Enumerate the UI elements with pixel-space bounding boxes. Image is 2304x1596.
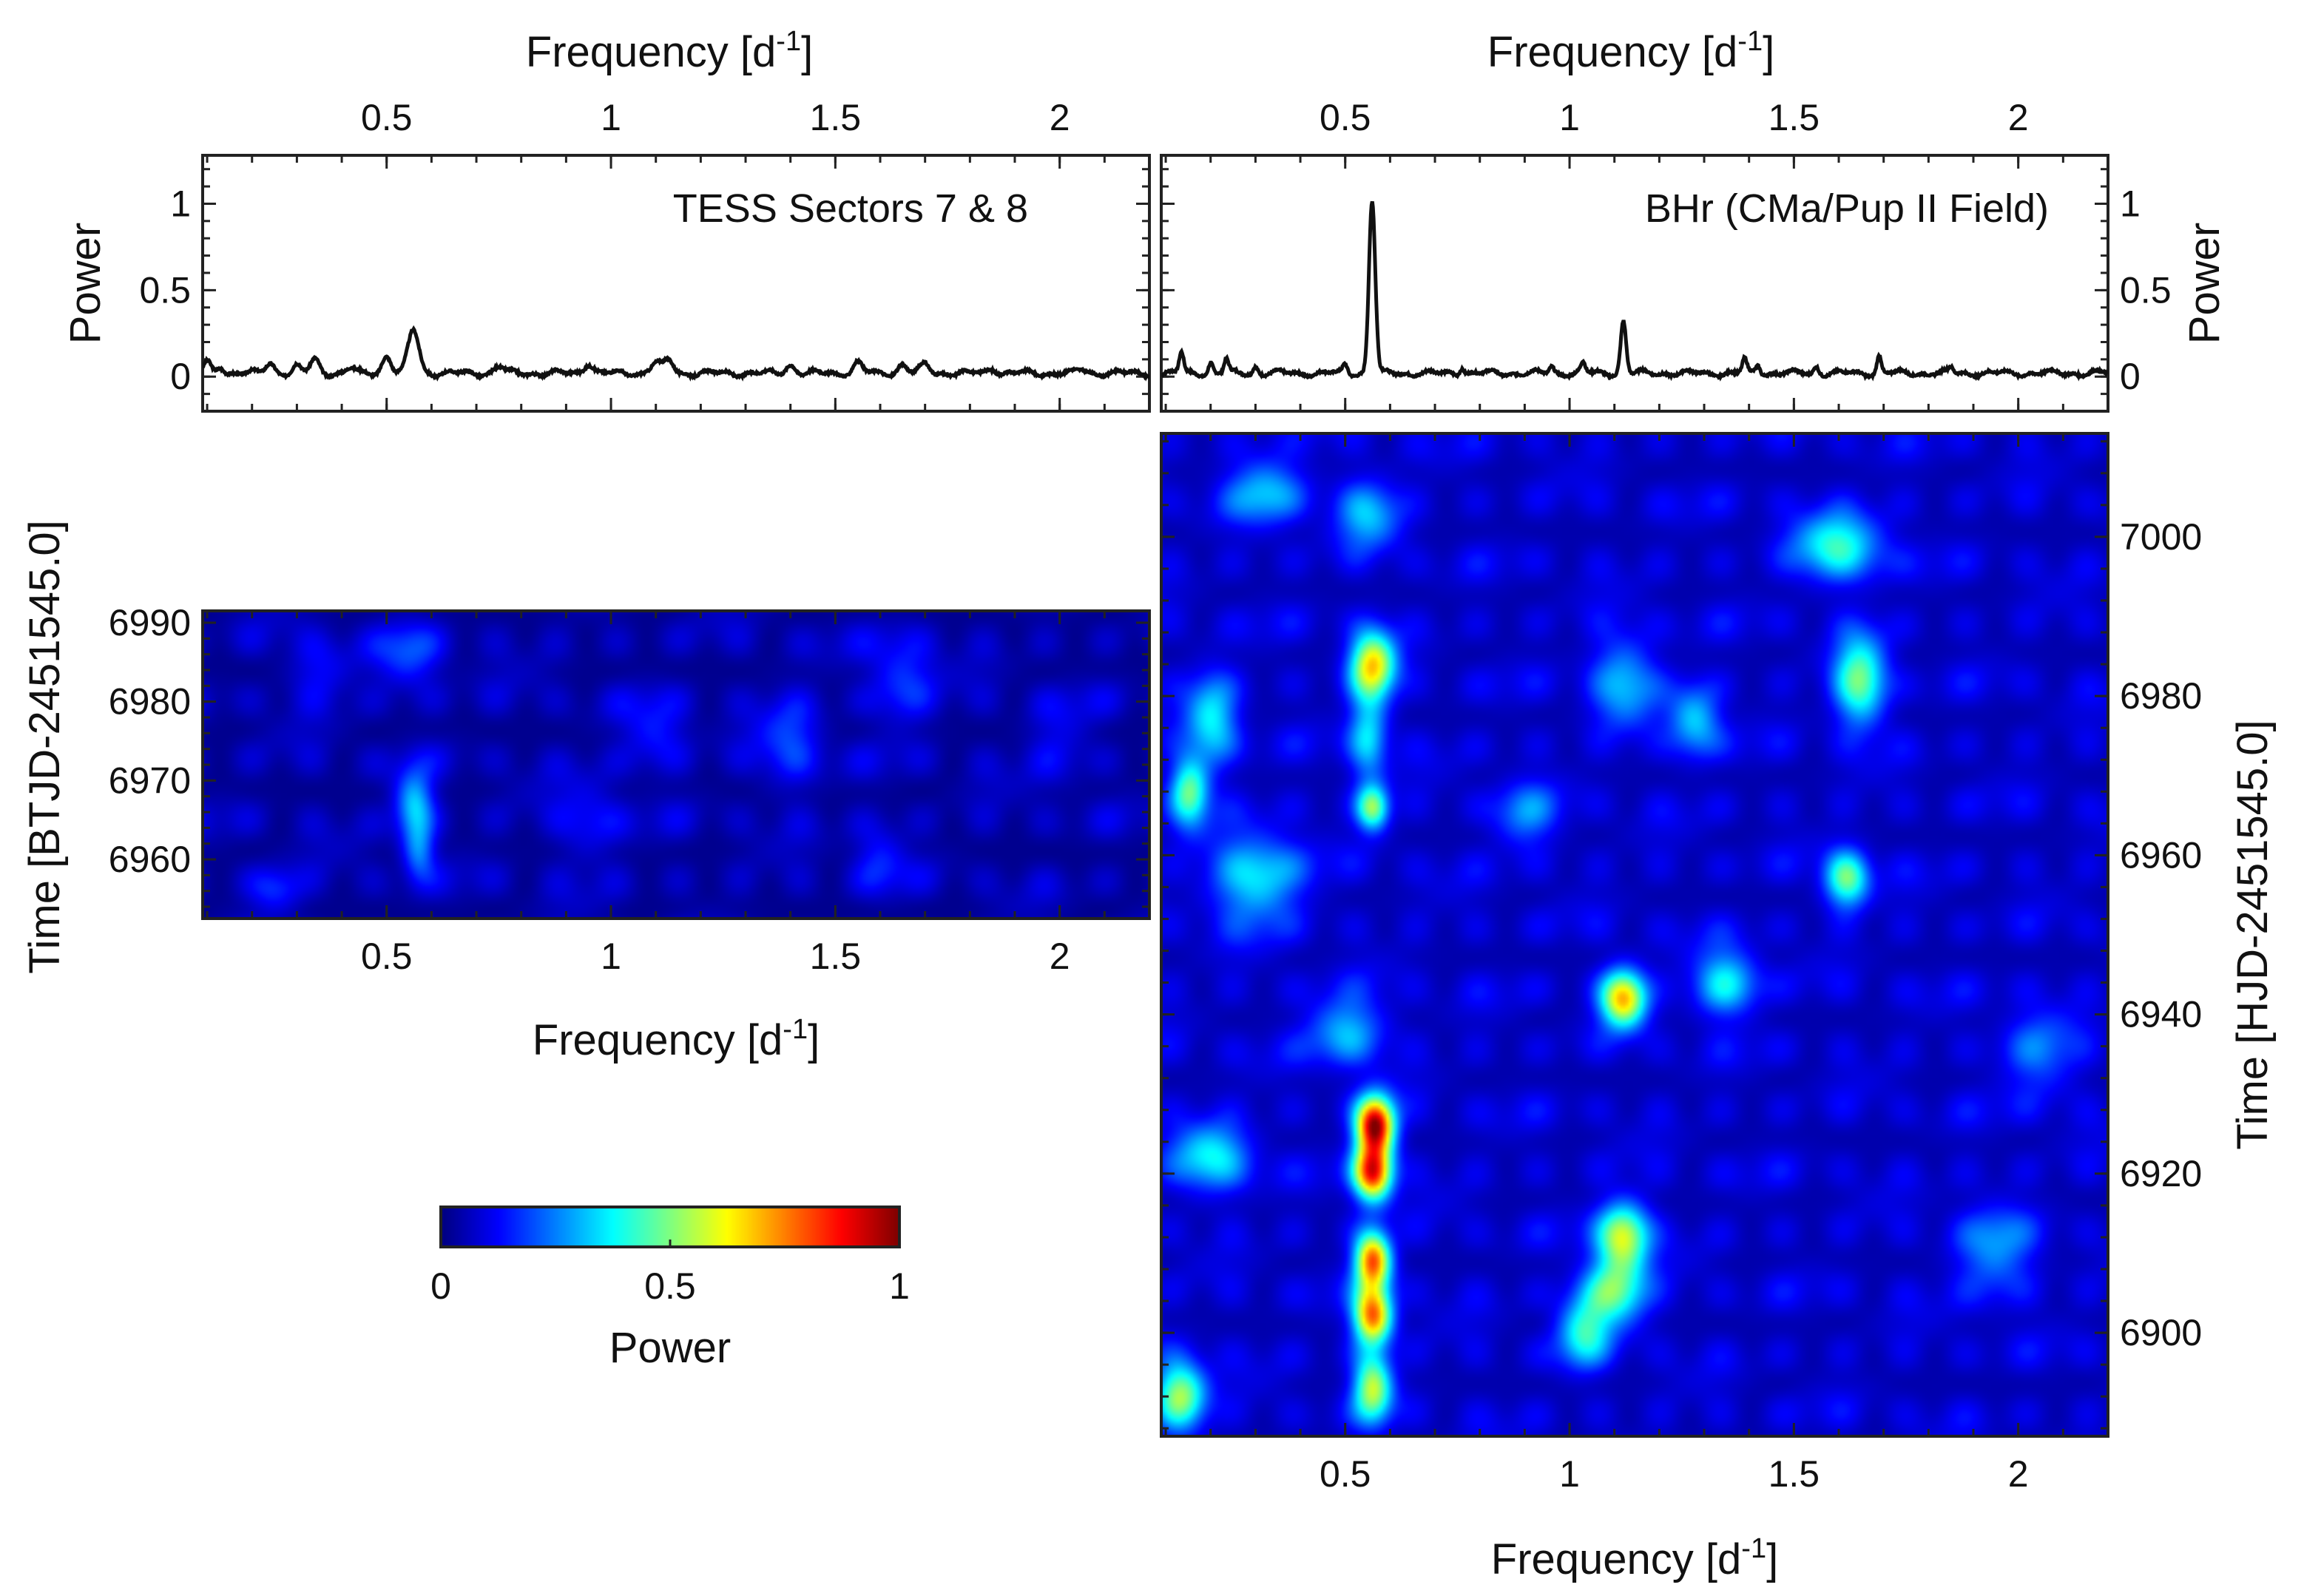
- y-tick-label: 6980: [109, 681, 191, 723]
- y-tick-label: 6920: [2120, 1153, 2202, 1194]
- y-tick-label: 1: [2120, 183, 2141, 224]
- y-tick-label: 0.5: [139, 269, 191, 311]
- tess-heatmap-ylabel: Time [BTJD-2451545.0]: [21, 520, 69, 974]
- tess-periodogram-line: [203, 325, 1149, 382]
- x-tick-label: 2: [1050, 97, 1070, 138]
- x-tick-label: 1.5: [810, 936, 862, 977]
- x-tick-label: 1: [601, 936, 621, 977]
- colorbar-tick-label: 1: [889, 1265, 910, 1307]
- x-tick-label: 1.5: [810, 97, 862, 138]
- tess-periodogram-ylabel: Power: [61, 223, 109, 344]
- bhr-top-xlabel: Frequency [d-1]: [1487, 26, 1774, 76]
- y-tick-label: 0: [2120, 356, 2141, 397]
- y-tick-label: 6960: [109, 839, 191, 880]
- bhr-heatmap-ylabel: Time [HJD-2451545.0]: [2229, 720, 2277, 1149]
- x-tick-label: 0.5: [1320, 97, 1371, 138]
- x-tick-label: 1.5: [1768, 97, 1820, 138]
- y-tick-label: 6960: [2120, 834, 2202, 876]
- bhr-periodogram-ticks: 0.5 1 1.5 2 0 0.5 1: [1161, 97, 2172, 413]
- bhr-periodogram-panel: 0.5 1 1.5 2 0 0.5 1 BHr (CMa/Pup II Field) Fre…: [1160, 26, 2229, 413]
- x-tick-label: 0.5: [1320, 1453, 1371, 1495]
- bhr-heatmap-panel: 0.5 1 1.5 2 6900 6920 6940 6960 6980 7000 Frequen…: [1160, 432, 2277, 1583]
- y-tick-label: 0.5: [2120, 269, 2172, 311]
- colorbar-tick-label: 0.5: [644, 1265, 696, 1307]
- bhr-periodogram-ylabel: Power: [2180, 223, 2229, 344]
- tess-heatmap-image: [203, 611, 1149, 919]
- bhr-heatmap-xlabel: Frequency [d-1]: [1491, 1533, 1778, 1583]
- y-tick-label: 6900: [2120, 1312, 2202, 1353]
- y-tick-label: 0: [170, 356, 191, 397]
- colorbar-label: Power: [609, 1324, 731, 1372]
- y-tick-label: 7000: [2120, 516, 2202, 558]
- y-tick-label: 1: [170, 183, 191, 224]
- x-tick-label: 2: [2008, 1453, 2029, 1495]
- bhr-heatmap-ticks: 0.5 1 1.5 2 6900 6920 6940 6960 6980 7000: [1161, 433, 2202, 1495]
- x-tick-label: 1: [1559, 97, 1580, 138]
- bhr-periodogram-line: [1161, 200, 2108, 382]
- bhr-periodogram-title: BHr (CMa/Pup II Field): [1645, 186, 2049, 231]
- x-tick-label: 1: [1559, 1453, 1580, 1495]
- x-tick-label: 0.5: [361, 936, 413, 977]
- y-tick-label: 6940: [2120, 994, 2202, 1035]
- y-tick-label: 6990: [109, 602, 191, 643]
- tess-periodogram-panel: 0.5 1 1.5 2 0 0.5 1 TESS Sectors 7 & 8 Frequen…: [61, 26, 1151, 413]
- colorbar-tick-label: 0: [430, 1265, 451, 1307]
- x-tick-label: 0.5: [361, 97, 413, 138]
- y-tick-label: 6980: [2120, 675, 2202, 717]
- x-tick-label: 2: [2008, 97, 2029, 138]
- bhr-heatmap-image: [1161, 433, 2108, 1436]
- colorbar: 0 0.5 1 Power: [430, 1206, 910, 1372]
- tess-heatmap-ticks: 0.5 1 1.5 2 6960 6970 6980 6990: [109, 602, 1151, 977]
- colorbar-ticks: 0 0.5 1: [430, 1240, 910, 1307]
- x-tick-label: 1.5: [1768, 1453, 1820, 1495]
- tess-heatmap-panel: 0.5 1 1.5 2 6960 6970 6980 6990 Frequency [d-1]…: [21, 520, 1151, 1064]
- tess-heatmap-xlabel: Frequency [d-1]: [533, 1014, 820, 1064]
- x-tick-label: 1: [601, 97, 621, 138]
- tess-top-xlabel: Frequency [d-1]: [526, 26, 813, 76]
- tess-periodogram-ticks: 0.5 1 1.5 2 0 0.5 1: [139, 97, 1151, 413]
- y-tick-label: 6970: [109, 760, 191, 801]
- tess-periodogram-title: TESS Sectors 7 & 8: [673, 186, 1028, 231]
- bhr-heatmap-frame: [1160, 432, 2109, 1438]
- x-tick-label: 2: [1050, 936, 1070, 977]
